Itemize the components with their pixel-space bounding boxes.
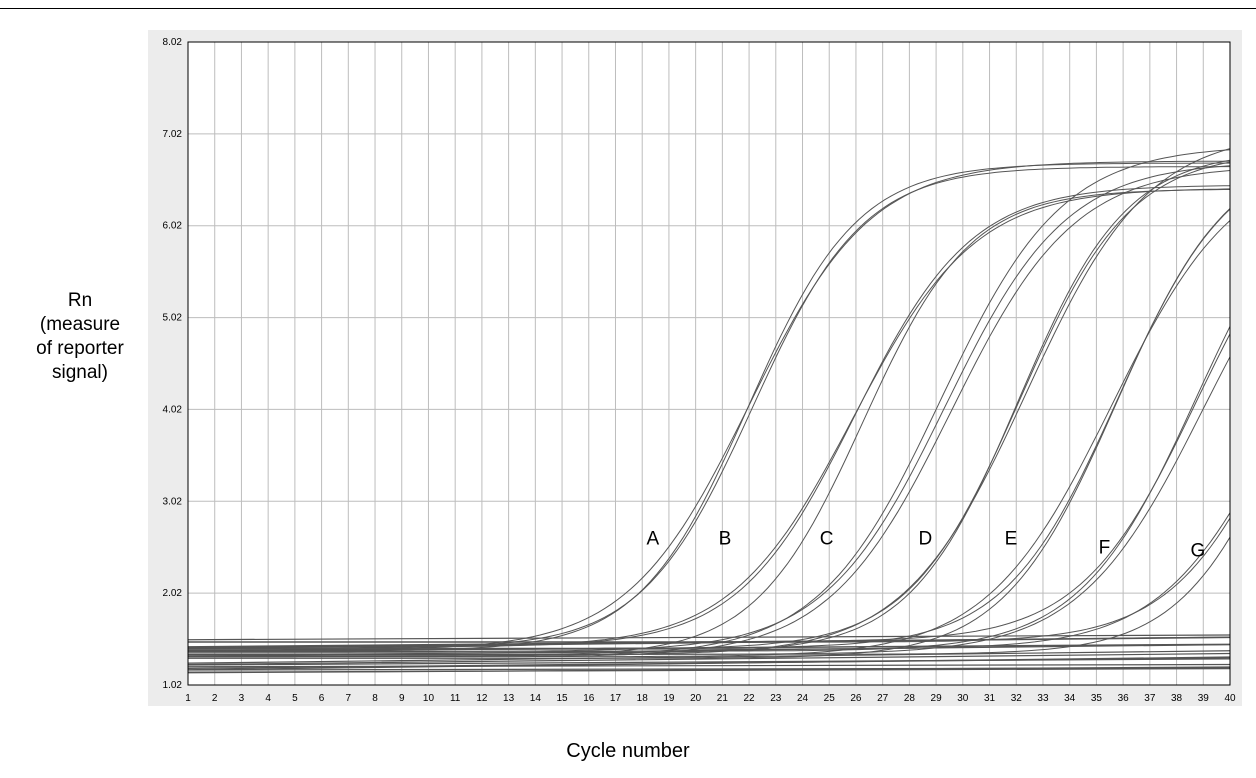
x-tick-label: 37 bbox=[1144, 693, 1156, 704]
y-tick-label: 6.02 bbox=[163, 221, 183, 232]
annotation-b: B bbox=[719, 528, 732, 549]
annotation-d: D bbox=[919, 528, 933, 549]
x-tick-label: 40 bbox=[1224, 693, 1236, 704]
x-tick-label: 13 bbox=[503, 693, 515, 704]
baseline-trace bbox=[187, 652, 1231, 666]
baseline-trace bbox=[187, 636, 1231, 650]
x-tick-label: 36 bbox=[1118, 693, 1130, 704]
x-tick-label: 31 bbox=[984, 693, 996, 704]
amplification-curve-e bbox=[188, 208, 1231, 659]
y-tick-label: 3.02 bbox=[163, 496, 183, 507]
x-tick-label: 25 bbox=[824, 693, 836, 704]
x-tick-label: 21 bbox=[717, 693, 729, 704]
annotation-e: E bbox=[1005, 528, 1018, 549]
x-tick-label: 10 bbox=[423, 693, 435, 704]
annotation-c: C bbox=[820, 528, 834, 549]
annotation-a: A bbox=[647, 528, 660, 549]
x-tick-label: 26 bbox=[850, 693, 862, 704]
plot-area bbox=[188, 42, 1230, 685]
baseline-trace bbox=[187, 668, 1231, 673]
x-tick-label: 28 bbox=[904, 693, 916, 704]
x-tick-label: 6 bbox=[319, 693, 325, 704]
x-tick-label: 35 bbox=[1091, 693, 1103, 704]
x-tick-label: 29 bbox=[931, 693, 943, 704]
x-tick-label: 27 bbox=[877, 693, 889, 704]
plot-border bbox=[187, 41, 1231, 686]
y-tick-label: 1.02 bbox=[163, 680, 183, 691]
y-tick-label: 5.02 bbox=[163, 313, 183, 324]
x-tick-label: 18 bbox=[637, 693, 649, 704]
x-tick-label: 12 bbox=[476, 693, 488, 704]
x-tick-label: 3 bbox=[239, 693, 245, 704]
y-axis-title-line-4: signal) bbox=[52, 362, 108, 383]
baseline-trace bbox=[187, 667, 1231, 671]
x-tick-label: 2 bbox=[212, 693, 218, 704]
x-tick-label: 16 bbox=[583, 693, 595, 704]
x-tick-label: 23 bbox=[770, 693, 782, 704]
baseline-trace bbox=[187, 634, 1231, 641]
x-tick-label: 24 bbox=[797, 693, 809, 704]
top-rule bbox=[0, 8, 1256, 9]
annotation-g: G bbox=[1191, 540, 1206, 561]
x-tick-label: 17 bbox=[610, 693, 622, 704]
baseline-trace bbox=[187, 650, 1231, 664]
amplification-curve-e bbox=[188, 220, 1231, 658]
amplification-curve-f bbox=[188, 326, 1231, 652]
x-tick-label: 22 bbox=[744, 693, 756, 704]
x-tick-label: 39 bbox=[1198, 693, 1210, 704]
x-tick-label: 32 bbox=[1011, 693, 1023, 704]
x-tick-label: 38 bbox=[1171, 693, 1183, 704]
y-tick-label: 7.02 bbox=[163, 129, 183, 140]
baseline-trace bbox=[187, 663, 1231, 668]
x-tick-label: 20 bbox=[690, 693, 702, 704]
amplification-curve-c bbox=[188, 149, 1231, 657]
x-tick-label: 33 bbox=[1037, 693, 1049, 704]
y-tick-label: 8.02 bbox=[163, 37, 183, 48]
x-tick-label: 7 bbox=[346, 693, 352, 704]
x-axis-title: Cycle number bbox=[566, 740, 690, 762]
x-tick-label: 5 bbox=[292, 693, 298, 704]
x-tick-label: 19 bbox=[663, 693, 675, 704]
baseline-trace bbox=[187, 644, 1231, 657]
x-tick-label: 9 bbox=[399, 693, 405, 704]
x-tick-label: 14 bbox=[530, 693, 542, 704]
y-axis-title-line-2: (measure bbox=[39, 314, 121, 335]
x-tick-label: 34 bbox=[1064, 693, 1076, 704]
y-axis-title-line-1: Rn bbox=[67, 290, 93, 311]
y-axis-title-line-3: of reporter bbox=[36, 338, 124, 359]
baseline-trace bbox=[187, 643, 1231, 652]
x-tick-label: 11 bbox=[450, 693, 461, 704]
x-tick-label: 30 bbox=[957, 693, 969, 704]
x-tick-label: 8 bbox=[372, 693, 378, 704]
x-tick-label: 4 bbox=[265, 693, 271, 704]
y-tick-label: 4.02 bbox=[163, 404, 183, 415]
x-tick-label: 1 bbox=[185, 693, 191, 704]
y-tick-label: 2.02 bbox=[163, 588, 183, 599]
annotation-f: F bbox=[1099, 538, 1111, 559]
x-tick-label: 15 bbox=[556, 693, 568, 704]
